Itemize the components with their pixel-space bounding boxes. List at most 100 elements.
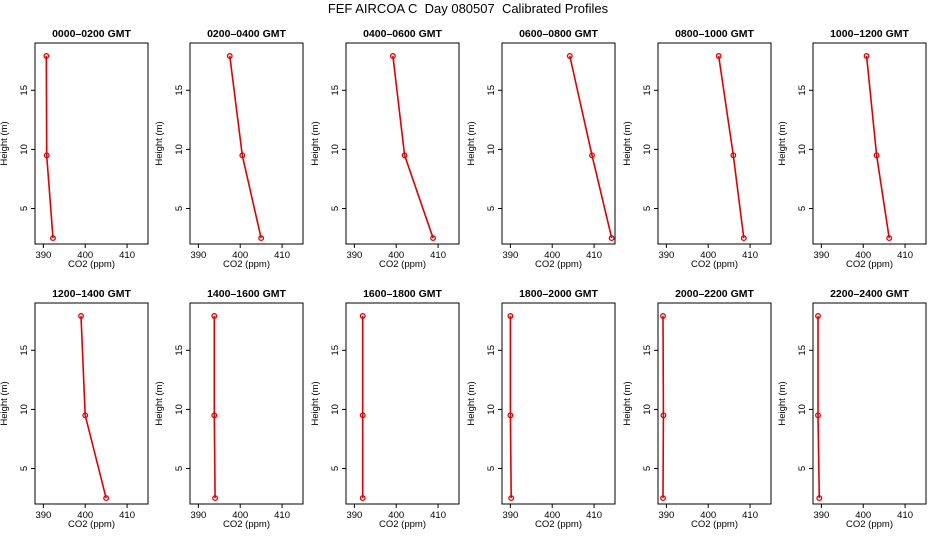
- profile-line: [817, 316, 821, 499]
- y-tick-label: 10: [19, 404, 30, 415]
- y-tick-label: 5: [174, 466, 185, 471]
- profile-line: [717, 55, 745, 239]
- y-tick-label: 15: [174, 345, 185, 356]
- y-axis-label: Height (m): [466, 121, 477, 165]
- panel-title: 0600–0800 GMT: [519, 28, 598, 40]
- profile-point: [589, 152, 595, 159]
- panel-title: 1800–2000 GMT: [519, 288, 598, 300]
- panel-title: 0800–1000 GMT: [675, 28, 754, 40]
- profile-point: [566, 53, 573, 59]
- profile-line: [213, 316, 216, 499]
- y-axis-label: Height (m): [466, 381, 477, 425]
- x-tick-label: 390: [658, 510, 674, 521]
- profile-point: [507, 412, 514, 419]
- y-axis-label: Height (m): [0, 381, 10, 425]
- x-axis-label: CO2 (ppm): [68, 259, 115, 270]
- y-tick-label: 10: [486, 144, 497, 155]
- profile-point: [43, 53, 50, 59]
- x-tick-label: 410: [430, 250, 446, 261]
- profile-line: [229, 55, 262, 239]
- plot-frame: [812, 42, 927, 245]
- panel-4: 0600–0800 GMT 390 400 410 CO2 (ppm) 5 10 15 Heig…: [466, 28, 616, 270]
- profile-point: [211, 412, 218, 419]
- y-tick-label: 15: [797, 85, 808, 96]
- plot-frame: [189, 302, 304, 505]
- profile-point: [226, 53, 233, 59]
- panel-title: 0000–0200 GMT: [52, 28, 131, 40]
- y-axis-label: Height (m): [777, 121, 788, 165]
- panel-8: 1400–1600 GMT 390 400 410 CO2 (ppm) 5 10 15 Heig…: [154, 288, 304, 530]
- profile-point: [359, 313, 366, 319]
- plot-frame: [34, 302, 149, 505]
- panel-2: 0200–0400 GMT 390 400 410 CO2 (ppm) 5 10 15 Heig…: [154, 28, 304, 270]
- x-tick-label: 400: [232, 510, 248, 521]
- x-tick-label: 400: [77, 250, 93, 261]
- profile-point: [660, 412, 667, 419]
- x-tick-label: 410: [119, 510, 135, 521]
- x-tick-label: 390: [190, 250, 206, 261]
- profile-point: [401, 152, 408, 159]
- panel-title: 0200–0400 GMT: [207, 28, 286, 40]
- profile-point: [816, 495, 823, 502]
- profile-point: [863, 53, 870, 59]
- panel-6: 1000–1200 GMT 390 400 410 CO2 (ppm) 5 10 15 Heig…: [777, 28, 927, 270]
- x-axis-label: CO2 (ppm): [223, 519, 270, 530]
- x-tick-label: 390: [346, 510, 362, 521]
- profile-point: [660, 495, 666, 502]
- plot-frame: [345, 42, 460, 245]
- profile-line: [569, 55, 613, 239]
- y-axis-label: Height (m): [154, 381, 165, 425]
- y-axis-label: Height (m): [622, 121, 633, 165]
- profile-point: [815, 313, 821, 319]
- y-tick-label: 15: [797, 345, 808, 356]
- profile-point: [740, 235, 747, 242]
- x-tick-label: 390: [813, 510, 829, 521]
- y-tick-label: 10: [642, 144, 653, 155]
- x-tick-label: 390: [813, 250, 829, 261]
- y-axis-label: Height (m): [0, 121, 10, 165]
- x-axis-label: CO2 (ppm): [379, 259, 426, 270]
- y-tick-label: 15: [19, 85, 30, 96]
- y-tick-label: 15: [330, 85, 341, 96]
- profile-line: [392, 55, 434, 239]
- x-tick-label: 400: [544, 510, 560, 521]
- profile-point: [43, 152, 50, 159]
- x-tick-label: 390: [658, 250, 674, 261]
- x-axis-label: CO2 (ppm): [68, 519, 115, 530]
- y-tick-label: 5: [642, 206, 653, 211]
- x-tick-label: 390: [502, 510, 518, 521]
- y-tick-label: 15: [486, 345, 497, 356]
- plot-frame: [345, 302, 460, 505]
- profile-point: [608, 235, 615, 242]
- x-tick-label: 410: [586, 250, 602, 261]
- x-tick-label: 390: [502, 250, 518, 261]
- profile-point: [239, 152, 246, 159]
- panel-title: 2000–2200 GMT: [675, 288, 754, 300]
- x-tick-label: 400: [855, 250, 871, 261]
- profile-point: [78, 313, 84, 319]
- panel-title: 2200–2400 GMT: [830, 288, 909, 300]
- x-tick-label: 400: [77, 510, 93, 521]
- y-tick-label: 10: [19, 144, 30, 155]
- x-axis-label: CO2 (ppm): [846, 519, 893, 530]
- profile-point: [359, 495, 366, 502]
- plot-frame: [657, 42, 772, 245]
- profile-point: [886, 235, 893, 242]
- profile-point: [103, 495, 110, 502]
- panel-title: 1400–1600 GMT: [207, 288, 286, 300]
- panel-3: 0400–0600 GMT 390 400 410 CO2 (ppm) 5 10 15 Heig…: [310, 28, 460, 270]
- panel-title: 1600–1800 GMT: [363, 288, 442, 300]
- figure-title: FEF AIRCOA C Day 080507 Calibrated Profi…: [327, 1, 609, 16]
- profile-point: [715, 53, 722, 59]
- plot-frame: [657, 302, 772, 505]
- x-tick-label: 410: [742, 250, 758, 261]
- y-tick-label: 5: [642, 466, 653, 471]
- x-tick-label: 400: [544, 250, 560, 261]
- profile-point: [873, 152, 880, 159]
- panel-title: 1200–1400 GMT: [52, 288, 131, 300]
- panel-title: 1000–1200 GMT: [830, 28, 909, 40]
- profile-line: [509, 316, 512, 499]
- x-axis-label: CO2 (ppm): [691, 259, 738, 270]
- x-tick-label: 400: [700, 510, 716, 521]
